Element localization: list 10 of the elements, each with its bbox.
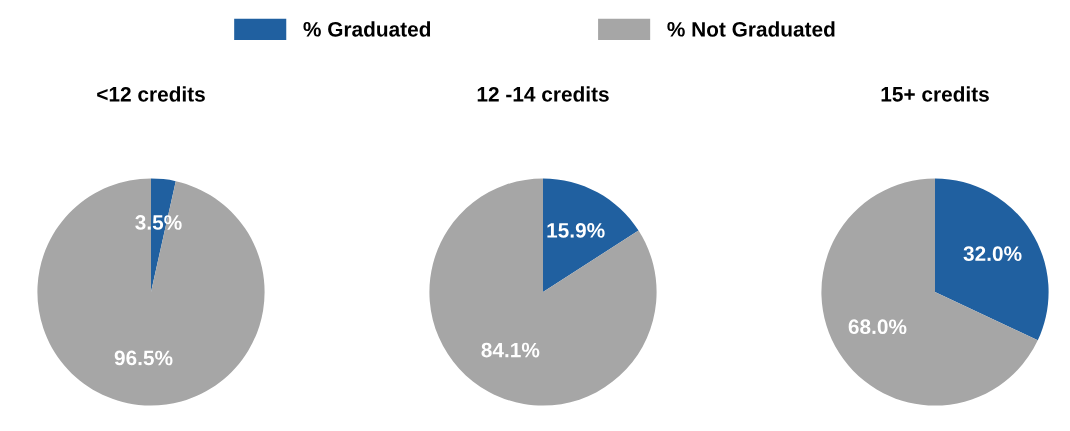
text: <12 credits [97, 86, 205, 102]
chart-title: 15+ credits [881, 86, 989, 102]
chart-title: 12 -14 credits [477, 86, 609, 102]
data-label: 84.1% [481, 342, 540, 358]
data-label: 68.0% [848, 319, 907, 335]
data-label: 15.9% [547, 223, 605, 238]
legend-label: % Graduated [303, 21, 431, 37]
legend-label: % Not Graduated [667, 21, 835, 37]
data-label: 96.5% [114, 350, 173, 366]
data-label: 32.0% [963, 246, 1022, 262]
